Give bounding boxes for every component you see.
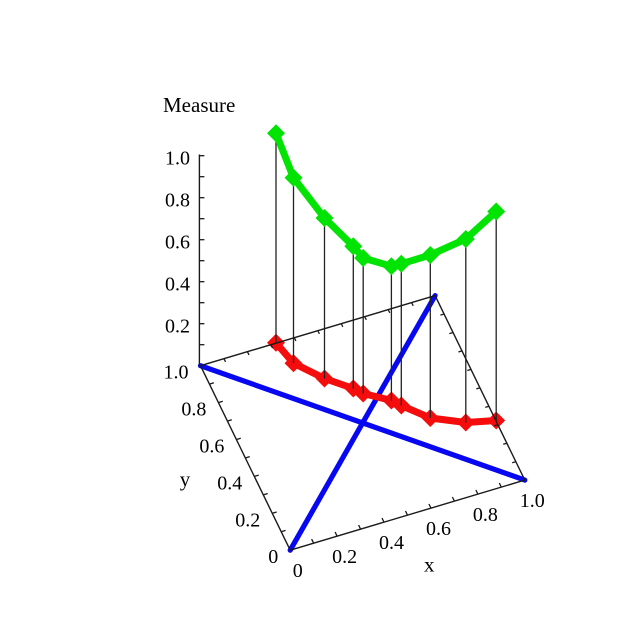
- svg-text:1.0: 1.0: [164, 362, 189, 384]
- svg-text:0: 0: [293, 560, 303, 582]
- svg-text:0.6: 0.6: [426, 518, 451, 540]
- svg-text:x: x: [424, 553, 435, 577]
- svg-text:0.4: 0.4: [217, 472, 242, 494]
- svg-text:y: y: [180, 467, 191, 491]
- svg-text:0.2: 0.2: [235, 509, 260, 531]
- svg-text:0.8: 0.8: [473, 504, 498, 526]
- svg-text:0.6: 0.6: [165, 232, 190, 254]
- svg-text:0.2: 0.2: [165, 316, 190, 338]
- svg-text:1.0: 1.0: [165, 148, 190, 170]
- svg-text:0.2: 0.2: [332, 546, 357, 568]
- svg-text:0.4: 0.4: [379, 532, 404, 554]
- svg-text:Measure: Measure: [163, 93, 235, 117]
- svg-text:0: 0: [268, 546, 278, 568]
- svg-text:0.6: 0.6: [199, 436, 224, 458]
- svg-text:0.4: 0.4: [165, 274, 190, 296]
- svg-text:0.8: 0.8: [165, 190, 190, 212]
- svg-text:0.8: 0.8: [181, 399, 206, 421]
- svg-text:1.0: 1.0: [520, 490, 545, 512]
